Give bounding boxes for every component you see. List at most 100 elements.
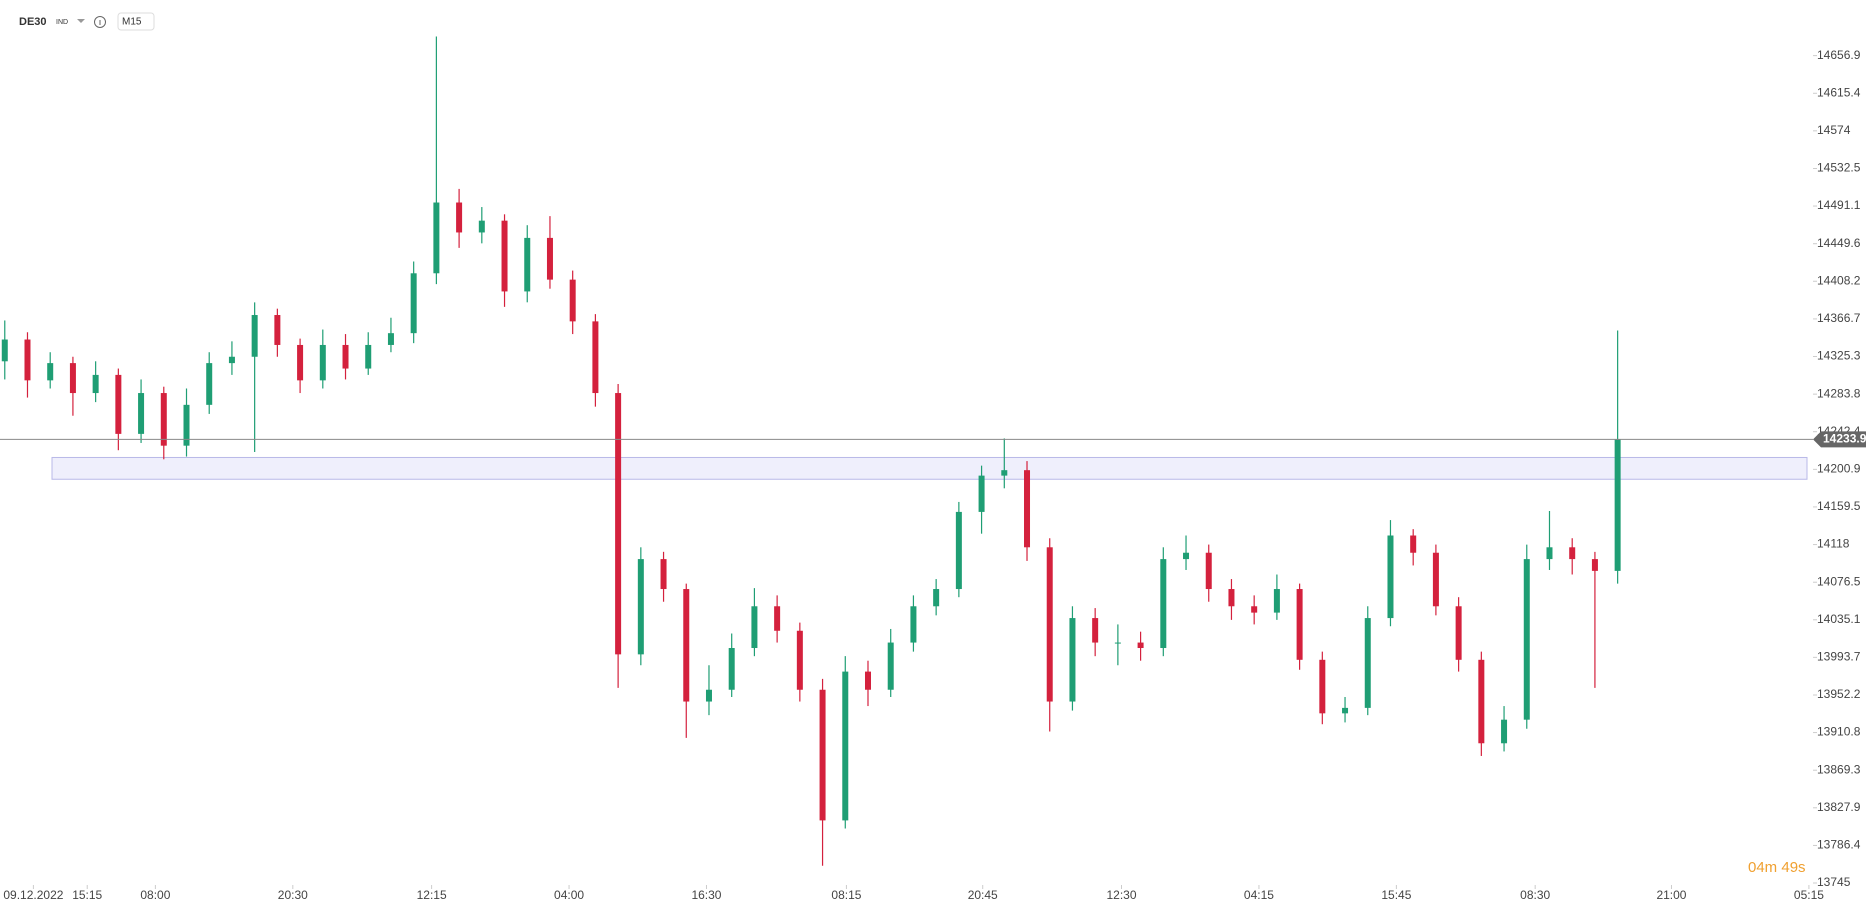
last-price-tag [1813, 431, 1866, 448]
last-price-label: 14233.9 [1823, 432, 1866, 446]
candle-body [683, 589, 690, 702]
candle-body [1410, 535, 1417, 553]
x-tick-label: 15:15 [72, 888, 102, 902]
candle-body [115, 374, 122, 434]
candle-body [1387, 535, 1394, 619]
countdown: 04m 49s [1748, 859, 1806, 876]
x-tick-label: 08:00 [140, 888, 170, 902]
candle-body [1523, 559, 1530, 720]
candle-body [1478, 659, 1485, 744]
candle-body [592, 321, 599, 394]
y-tick-label: 14035.1 [1817, 612, 1861, 626]
candle-body [1046, 547, 1053, 702]
candle-body [546, 237, 553, 280]
candle-body [69, 363, 76, 394]
candle-body [705, 689, 712, 702]
y-tick-label: 13910.8 [1817, 725, 1861, 739]
candle-body [1092, 618, 1099, 643]
candle-body [819, 689, 826, 821]
candle-body [1001, 470, 1008, 476]
candle-body [615, 393, 622, 655]
candle-body [1069, 618, 1076, 702]
x-tick-label: 20:45 [968, 888, 998, 902]
candle-body [1319, 659, 1326, 714]
symbol[interactable]: DE30 [19, 16, 47, 28]
candle-body [274, 315, 281, 345]
candle-body [1569, 547, 1576, 560]
candle-body [774, 606, 781, 631]
candle-body [1251, 606, 1258, 613]
candle-body [1137, 642, 1144, 649]
x-tick-label: 08:15 [831, 888, 861, 902]
candle-body [524, 237, 531, 292]
x-tick-label: 12:30 [1106, 888, 1136, 902]
y-tick-label: 14076.5 [1817, 574, 1861, 588]
candle-body [1114, 642, 1121, 644]
candle-body [1455, 606, 1462, 660]
candle-body [728, 648, 735, 690]
candle-body [887, 642, 894, 690]
candle-body [251, 315, 258, 357]
y-tick-label: 13993.7 [1817, 650, 1861, 664]
candle-body [183, 404, 190, 446]
candle-body [47, 363, 54, 381]
x-tick-label: 04:15 [1244, 888, 1274, 902]
timeframe: M15 [122, 17, 142, 28]
y-tick-label: 13869.3 [1817, 762, 1861, 776]
x-tick-label: 15:45 [1381, 888, 1411, 902]
candle-body [24, 339, 31, 381]
candle-body [1591, 559, 1598, 571]
candle-body [1432, 552, 1439, 607]
candle-body [1364, 618, 1371, 708]
dropdown-icon[interactable] [77, 19, 85, 23]
y-tick-label: 14200.9 [1817, 462, 1861, 476]
y-tick-label: 14449.6 [1817, 236, 1861, 250]
candle-body [569, 279, 576, 322]
candle-body [1614, 439, 1621, 571]
candle-body [842, 671, 849, 821]
price-zone [51, 456, 1808, 480]
candle-body [1024, 470, 1031, 548]
candle-body [1501, 719, 1508, 744]
y-tick-label: 14574 [1817, 123, 1851, 137]
candle-body [1205, 552, 1212, 590]
x-tick-label: 05:15 [1794, 888, 1824, 902]
candle-body [933, 589, 940, 607]
candle-body [637, 559, 644, 655]
y-tick-label: 14159.5 [1817, 499, 1861, 513]
candle-body [387, 333, 394, 345]
candle-body [978, 475, 985, 512]
candle-body [1342, 707, 1349, 714]
candle-body [1273, 589, 1280, 613]
candle-body [1296, 589, 1303, 660]
x-tick-label: 20:30 [278, 888, 308, 902]
timeframe-button[interactable] [117, 12, 155, 31]
candle-body [478, 220, 485, 233]
candle-body [660, 559, 667, 590]
candle-body [228, 356, 235, 364]
y-tick-label: 13786.4 [1817, 838, 1861, 852]
x-tick-label: 04:00 [554, 888, 584, 902]
candle-body [410, 273, 417, 334]
candle-body [433, 202, 440, 274]
y-tick-label: 13952.2 [1817, 687, 1861, 701]
y-tick-label: 14491.1 [1817, 198, 1861, 212]
candle-body [365, 344, 372, 369]
candle-body [456, 202, 463, 233]
candle-body [297, 344, 304, 381]
y-tick-label: 13827.9 [1817, 800, 1861, 814]
x-tick-label: 16:30 [691, 888, 721, 902]
y-tick-label: 14118 [1817, 537, 1850, 551]
y-tick-label: 14283.8 [1817, 386, 1861, 400]
y-tick-label: 14408.2 [1817, 273, 1861, 287]
y-tick-label: 13745 [1817, 875, 1851, 889]
candle-body [1160, 559, 1167, 649]
candle-body [138, 393, 145, 434]
candle-body [796, 630, 803, 690]
candle-body [955, 511, 962, 590]
candle-body [1, 339, 8, 362]
info-icon[interactable] [94, 16, 106, 28]
x-tick-label: 08:30 [1520, 888, 1550, 902]
y-tick-label: 14656.9 [1817, 48, 1861, 62]
